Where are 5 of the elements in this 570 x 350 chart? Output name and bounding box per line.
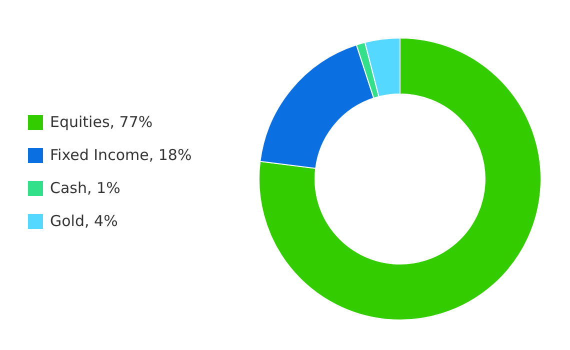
donut-slice bbox=[258, 38, 542, 320]
legend-label: Cash, 1% bbox=[50, 179, 120, 197]
legend-label: Gold, 4% bbox=[50, 212, 118, 230]
legend-label: Fixed Income, 18% bbox=[50, 146, 192, 164]
legend-label: Equities, 77% bbox=[50, 113, 153, 131]
